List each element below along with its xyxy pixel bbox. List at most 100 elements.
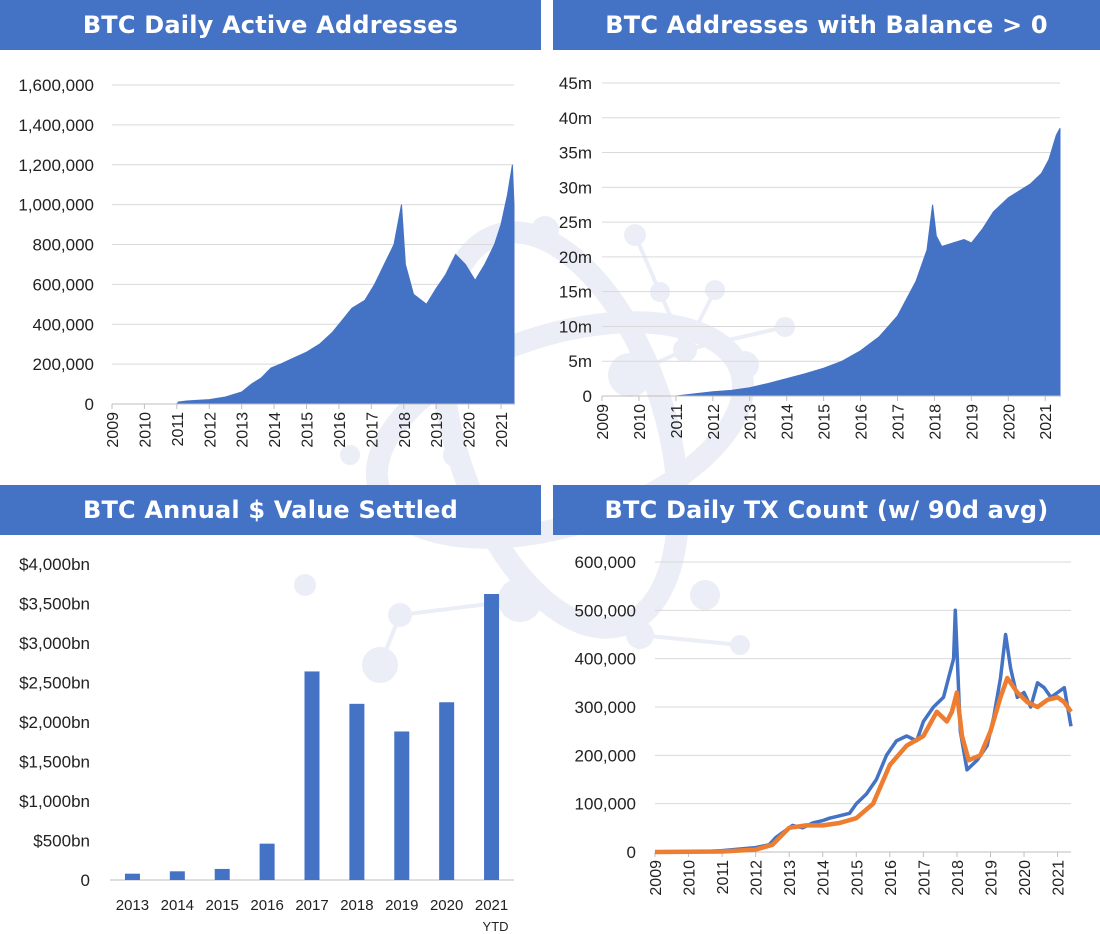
x-tick-label: 2013	[782, 860, 799, 896]
y-tick-label: 45m	[559, 74, 592, 93]
x-tick-label: 2019	[964, 404, 981, 440]
x-tick-label: 2011	[170, 412, 187, 447]
panel-title-active-addresses: BTC Daily Active Addresses	[0, 0, 541, 50]
x-tick-label: 2011	[669, 404, 686, 439]
bar	[169, 871, 185, 880]
y-tick-label: 400,000	[33, 315, 94, 334]
panel-title-value-settled: BTC Annual $ Value Settled	[0, 485, 541, 535]
x-tick-label: 2016	[854, 404, 871, 440]
x-category-sublabel: YTD	[483, 919, 509, 934]
y-tick-label: 200,000	[33, 355, 94, 374]
line-series-daily-tx	[654, 608, 1073, 854]
x-tick-label: 2017	[364, 412, 381, 448]
chart-tx-count: 0 100,000 200,000 300,000 400,000 500,000 600,…	[575, 553, 1073, 896]
bar	[304, 671, 320, 880]
area-series	[602, 127, 1061, 397]
x-tick-label: 2013	[743, 404, 760, 440]
y-tick-label: 800,000	[33, 236, 94, 255]
x-tick-label: 2021	[1051, 860, 1068, 896]
x-tick-label: 2012	[706, 404, 723, 440]
x-category-label: 2015	[206, 897, 239, 914]
x-tick-label: 2021	[494, 412, 511, 448]
bar	[484, 594, 500, 880]
y-tick-label: 1,200,000	[18, 156, 94, 175]
y-tick-label: $4,000bn	[19, 555, 90, 574]
x-tick-label: 2017	[890, 404, 907, 440]
y-tick-label: 10m	[559, 317, 592, 336]
panel-title-addresses-balance: BTC Addresses with Balance > 0	[553, 0, 1100, 50]
y-tick-label: $3,500bn	[19, 595, 90, 614]
x-tick-label: 2020	[462, 412, 479, 448]
bar	[394, 731, 410, 880]
y-tick-label: 35m	[559, 144, 592, 163]
chart-addresses-balance: 0 5m 10m 15m 20m 25m 30m 35m 40m 45m 2009 2010 2011 2…	[559, 74, 1061, 440]
y-tick-label: 0	[627, 843, 636, 862]
y-tick-label: 500,000	[575, 601, 636, 620]
y-tick-label: $1,500bn	[19, 753, 90, 772]
x-tick-label: 2018	[950, 860, 967, 896]
x-category-label: 2019	[385, 897, 418, 914]
x-category-label: 2018	[340, 897, 373, 914]
y-tick-label: 300,000	[575, 698, 636, 717]
bar	[439, 702, 455, 880]
x-tick-label: 2021	[1038, 404, 1055, 440]
x-tick-label: 2019	[429, 412, 446, 448]
y-tick-label: 0	[583, 387, 592, 406]
x-tick-label: 2012	[202, 412, 219, 448]
x-tick-label: 2014	[267, 412, 284, 448]
y-tick-label: 0	[85, 395, 94, 414]
chart-value-settled: 0 $500bn $1,000bn $1,500bn $2,000bn $2,500bn $…	[19, 555, 514, 934]
y-tick-label: 600,000	[575, 553, 636, 572]
x-tick-label: 2014	[816, 860, 833, 896]
y-tick-label: 0	[81, 871, 90, 890]
x-category-label: 2016	[250, 897, 283, 914]
x-tick-label: 2009	[105, 412, 122, 448]
y-tick-label: 20m	[559, 248, 592, 267]
y-tick-label: 1,000,000	[18, 196, 94, 215]
x-tick-label: 2018	[927, 404, 944, 440]
area-series	[112, 164, 515, 405]
x-tick-label: 2010	[682, 860, 699, 896]
y-tick-label: 1,400,000	[18, 116, 94, 135]
x-tick-label: 2010	[632, 404, 649, 440]
x-tick-label: 2013	[235, 412, 252, 448]
y-tick-label: 30m	[559, 178, 592, 197]
x-tick-label: 2011	[715, 860, 732, 895]
x-category-label: 2014	[161, 897, 194, 914]
line-series-90d-avg	[654, 675, 1073, 855]
x-tick-label: 2014	[780, 404, 797, 440]
x-tick-label: 2018	[397, 412, 414, 448]
y-tick-label: 1,600,000	[18, 76, 94, 95]
x-category-label: 2020	[430, 897, 463, 914]
y-tick-label: 400,000	[575, 650, 636, 669]
y-tick-label: $2,500bn	[19, 674, 90, 693]
y-tick-label: 600,000	[33, 275, 94, 294]
x-tick-label: 2010	[137, 412, 154, 448]
x-tick-label: 2017	[916, 860, 933, 896]
bar	[259, 843, 275, 880]
y-tick-label: $500bn	[33, 832, 90, 851]
x-tick-label: 2015	[849, 860, 866, 896]
y-tick-label: $1,000bn	[19, 792, 90, 811]
x-tick-label: 2016	[332, 412, 349, 448]
bar	[349, 703, 365, 880]
x-category-label: 2017	[295, 897, 328, 914]
y-tick-label: 100,000	[575, 795, 636, 814]
chart-active-addresses: 0 200,000 400,000 600,000 800,000 1,000,000 1,…	[18, 76, 515, 448]
x-tick-label: 2020	[1017, 860, 1034, 896]
x-category-label: 2013	[116, 897, 149, 914]
panel-title-tx-count: BTC Daily TX Count (w/ 90d avg)	[553, 485, 1100, 535]
y-tick-label: 5m	[568, 352, 592, 371]
bar	[124, 873, 140, 880]
x-tick-label: 2009	[595, 404, 612, 440]
x-tick-label: 2012	[749, 860, 766, 896]
x-tick-label: 2009	[648, 860, 665, 896]
y-tick-label: 200,000	[575, 746, 636, 765]
y-tick-label: $3,000bn	[19, 634, 90, 653]
y-tick-label: $2,000bn	[19, 713, 90, 732]
x-tick-label: 2015	[300, 412, 317, 448]
x-tick-label: 2016	[883, 860, 900, 896]
x-category-label: 2021	[475, 897, 508, 914]
y-tick-label: 25m	[559, 213, 592, 232]
y-tick-label: 40m	[559, 109, 592, 128]
